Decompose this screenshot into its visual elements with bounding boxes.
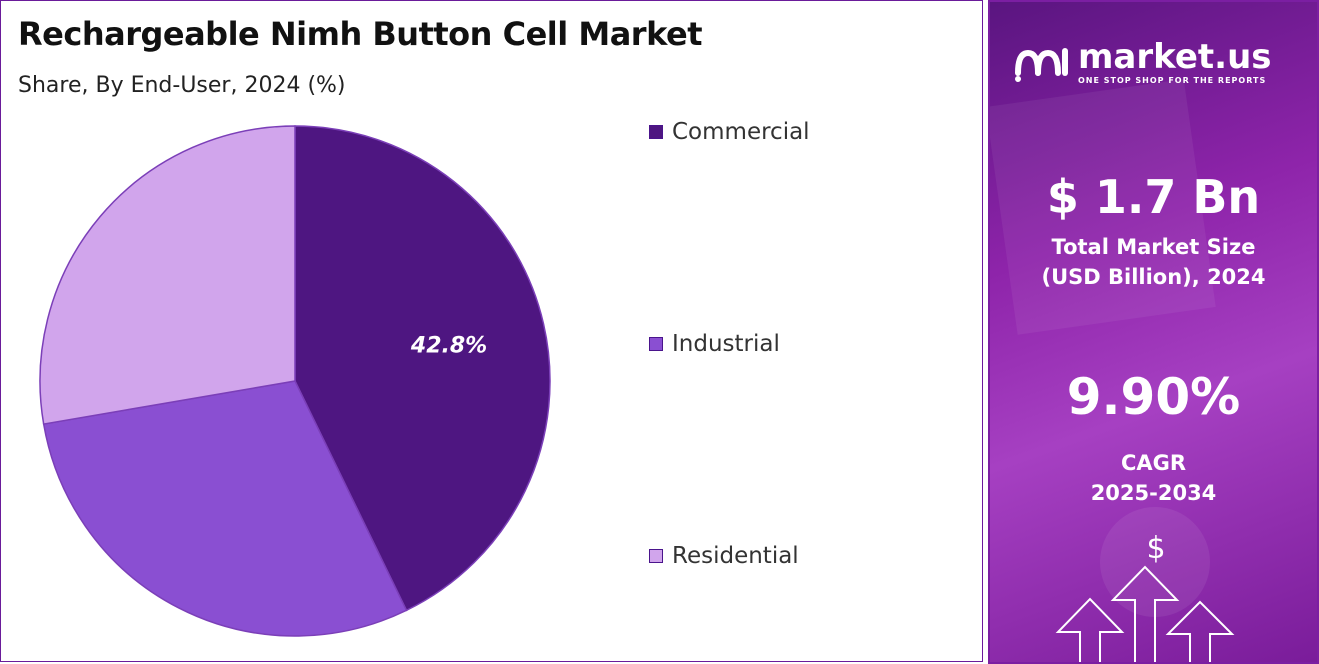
brand-name: market.us	[1078, 37, 1272, 77]
legend-swatch	[649, 125, 663, 139]
cagr-label: CAGR	[1120, 451, 1187, 475]
legend-item-commercial: Commercial	[649, 119, 810, 145]
chart-panel: Rechargeable Nimh Button Cell Market Sha…	[0, 0, 983, 662]
summary-sidebar: $ market.us ONE STOP SHOP FOR THE REPORT…	[988, 0, 1319, 664]
cagr-period: 2025-2034	[1090, 481, 1217, 505]
svg-text:$: $	[1146, 531, 1165, 566]
market-us-logo-icon	[1015, 47, 1068, 82]
dollar-growth-arrows-icon: $	[990, 79, 1235, 662]
chart-subtitle: Share, By End-User, 2024 (%)	[18, 73, 346, 98]
legend-label: Residential	[672, 543, 799, 569]
pie-slice-residential	[39, 125, 296, 425]
data-label-commercial: 42.8%	[410, 334, 487, 359]
legend-label: Commercial	[672, 119, 810, 145]
legend-swatch	[649, 549, 663, 563]
chart-title: Rechargeable Nimh Button Cell Market	[18, 15, 702, 53]
market-size-label: Total Market Size	[1051, 235, 1256, 259]
legend-swatch	[649, 337, 663, 351]
market-size-unit: (USD Billion), 2024	[1041, 265, 1266, 289]
brand-tagline: ONE STOP SHOP FOR THE REPORTS	[1078, 76, 1267, 85]
legend-item-residential: Residential	[649, 543, 799, 569]
legend-label: Industrial	[672, 331, 780, 357]
cagr-value: 9.90%	[1066, 368, 1241, 426]
legend-item-industrial: Industrial	[649, 331, 780, 357]
brand-logo: market.us ONE STOP SHOP FOR THE REPORTS	[1012, 40, 1272, 85]
pie-slice-industrial	[42, 380, 408, 637]
market-size-value: $ 1.7 Bn	[1046, 170, 1261, 224]
pie-chart: 42.8%	[39, 125, 551, 637]
pie-slice-commercial	[294, 125, 551, 612]
